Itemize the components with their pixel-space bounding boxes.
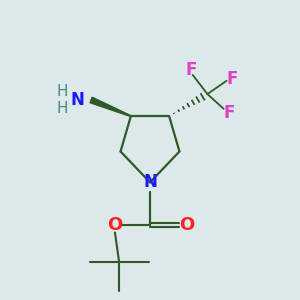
Text: F: F: [185, 61, 197, 79]
Text: N: N: [70, 91, 84, 109]
Text: N: N: [143, 173, 157, 191]
Text: O: O: [107, 216, 123, 234]
Polygon shape: [90, 97, 131, 116]
Text: H: H: [57, 101, 68, 116]
Text: F: F: [226, 70, 238, 88]
Text: O: O: [179, 216, 194, 234]
Text: H: H: [57, 84, 68, 99]
Text: F: F: [223, 104, 235, 122]
